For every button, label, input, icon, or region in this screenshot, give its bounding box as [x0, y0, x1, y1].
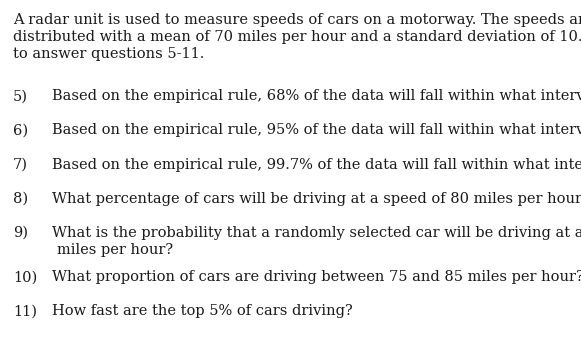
Text: 11): 11): [13, 304, 37, 318]
Text: What is the probability that a randomly selected car will be driving at a speed : What is the probability that a randomly …: [52, 226, 581, 240]
Text: 8): 8): [13, 192, 28, 206]
Text: A radar unit is used to measure speeds of cars on a motorway. The speeds are nor: A radar unit is used to measure speeds o…: [13, 13, 581, 27]
Text: Based on the empirical rule, 68% of the data will fall within what interval?: Based on the empirical rule, 68% of the …: [52, 89, 581, 103]
Text: Based on the empirical rule, 95% of the data will fall within what interval?: Based on the empirical rule, 95% of the …: [52, 123, 581, 137]
Text: to answer questions 5-11.: to answer questions 5-11.: [13, 47, 204, 61]
Text: 7): 7): [13, 158, 28, 172]
Text: miles per hour?: miles per hour?: [57, 243, 173, 257]
Text: 9): 9): [13, 226, 28, 240]
Text: 6): 6): [13, 123, 28, 137]
Text: 10): 10): [13, 270, 37, 284]
Text: distributed with a mean of 70 miles per hour and a standard deviation of 10. Use: distributed with a mean of 70 miles per …: [13, 30, 581, 44]
Text: What proportion of cars are driving between 75 and 85 miles per hour?: What proportion of cars are driving betw…: [52, 270, 581, 284]
Text: What percentage of cars will be driving at a speed of 80 miles per hour or faste: What percentage of cars will be driving …: [52, 192, 581, 206]
Text: How fast are the top 5% of cars driving?: How fast are the top 5% of cars driving?: [52, 304, 353, 318]
Text: 5): 5): [13, 89, 28, 103]
Text: Based on the empirical rule, 99.7% of the data will fall within what interval?: Based on the empirical rule, 99.7% of th…: [52, 158, 581, 172]
